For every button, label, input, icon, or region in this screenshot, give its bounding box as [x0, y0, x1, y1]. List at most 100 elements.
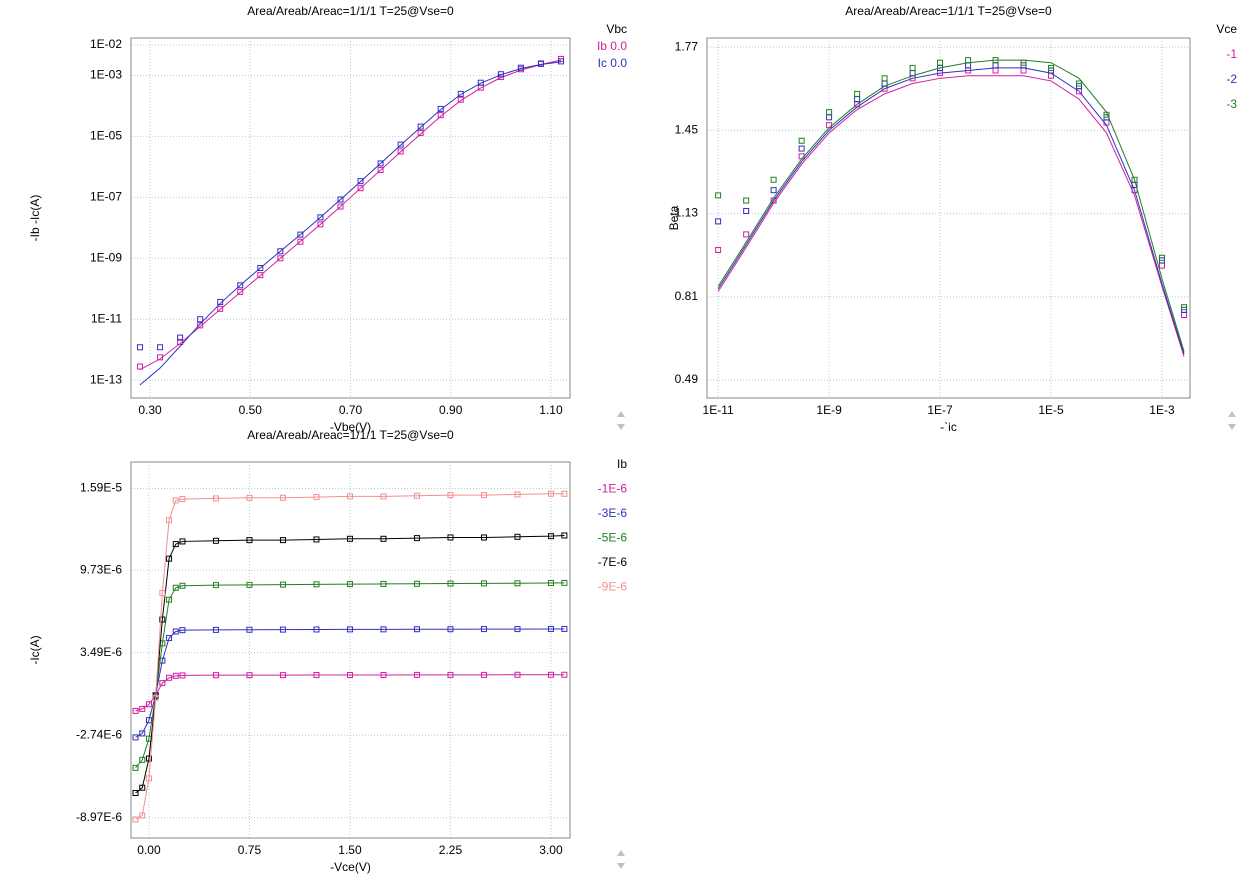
y-tick-label: 1.45 — [675, 123, 699, 137]
data-point — [166, 517, 173, 524]
y-tick-label: 1E-05 — [90, 129, 122, 143]
data-point — [1048, 64, 1055, 71]
scroll-up[interactable] — [617, 850, 625, 856]
y-tick-label: -8.97E-6 — [76, 810, 122, 824]
x-axis-label: -Vce(V) — [330, 860, 371, 874]
data-point — [139, 784, 146, 791]
scroll-down[interactable] — [617, 863, 625, 869]
data-point — [179, 627, 186, 634]
data-point — [279, 537, 286, 544]
data-point — [166, 555, 173, 562]
data-point — [237, 288, 244, 295]
data-point — [157, 354, 164, 361]
data-point — [380, 626, 387, 633]
fit-line — [139, 59, 562, 371]
data-point — [417, 123, 424, 130]
data-point — [854, 90, 861, 97]
data-point — [279, 581, 286, 588]
data-point — [157, 344, 164, 351]
data-point — [437, 112, 444, 119]
data-point — [217, 298, 224, 305]
data-point — [480, 534, 487, 541]
data-point — [514, 580, 521, 587]
data-point — [212, 537, 219, 544]
data-point — [547, 625, 554, 632]
data-point — [346, 581, 353, 588]
y-tick-label: 1E-11 — [91, 311, 122, 325]
data-point — [937, 59, 944, 66]
data-point — [132, 816, 139, 823]
data-point — [965, 57, 972, 64]
data-point — [514, 491, 521, 498]
data-point — [132, 789, 139, 796]
data-point — [212, 626, 219, 633]
data-point — [145, 775, 152, 782]
data-point — [277, 248, 284, 255]
data-point — [357, 178, 364, 185]
legend-entry: Ic 0.0 — [598, 56, 628, 70]
data-point — [377, 167, 384, 174]
y-tick-label: -2.74E-6 — [76, 727, 122, 741]
x-tick-label: 0.90 — [439, 403, 463, 417]
data-point — [447, 626, 454, 633]
data-point — [246, 581, 253, 588]
data-point — [317, 214, 324, 221]
data-point — [380, 672, 387, 679]
y-tick-label: 0.49 — [675, 372, 699, 386]
x-axis-label: -Vbe(V) — [330, 420, 371, 434]
data-point — [279, 672, 286, 679]
x-tick-label: 0.70 — [339, 403, 363, 417]
data-point — [715, 218, 722, 225]
x-tick-label: 3.00 — [539, 843, 563, 857]
x-tick-label: 0.30 — [138, 403, 162, 417]
data-point — [152, 694, 159, 701]
legend-entry: Ib 0.0 — [597, 39, 627, 53]
data-point — [212, 495, 219, 502]
scroll-down[interactable] — [1228, 424, 1236, 430]
legend-entry: -3 — [1226, 97, 1237, 111]
data-point — [715, 192, 722, 199]
data-point — [447, 492, 454, 499]
scroll-down[interactable] — [617, 424, 625, 430]
data-point — [514, 671, 521, 678]
scroll-up[interactable] — [617, 411, 625, 417]
data-point — [346, 535, 353, 542]
legend-entry: -2 — [1226, 72, 1237, 86]
data-point — [517, 64, 524, 71]
data-point — [514, 626, 521, 633]
data-point — [480, 671, 487, 678]
data-point — [159, 680, 166, 687]
data-point — [1131, 176, 1138, 183]
data-point — [514, 533, 521, 540]
y-tick-label: 1E-13 — [90, 372, 122, 386]
y-tick-label: 1E-09 — [90, 250, 122, 264]
data-point — [480, 492, 487, 499]
data-point — [177, 334, 184, 341]
data-point — [139, 705, 146, 712]
y-tick-label: 1.59E-5 — [80, 481, 122, 495]
data-point — [279, 626, 286, 633]
data-point — [357, 185, 364, 192]
data-point — [139, 730, 146, 737]
data-point — [537, 60, 544, 67]
data-point — [1076, 80, 1083, 87]
data-point — [743, 231, 750, 238]
data-point — [277, 255, 284, 262]
x-tick-label: 1.10 — [539, 403, 563, 417]
data-point — [457, 96, 464, 103]
data-point — [257, 272, 264, 279]
x-axis-label: -`ic — [940, 420, 957, 434]
data-point — [547, 490, 554, 497]
legend-title: Vbc — [606, 22, 627, 36]
x-tick-label: 1E-7 — [927, 403, 953, 417]
data-point — [237, 282, 244, 289]
data-point — [177, 338, 184, 345]
data-point — [145, 701, 152, 708]
x-tick-label: 1E-3 — [1149, 403, 1175, 417]
data-point — [480, 580, 487, 587]
data-point — [337, 196, 344, 203]
data-point — [397, 141, 404, 148]
y-tick-label: 1.77 — [675, 39, 699, 53]
scroll-up[interactable] — [1228, 411, 1236, 417]
